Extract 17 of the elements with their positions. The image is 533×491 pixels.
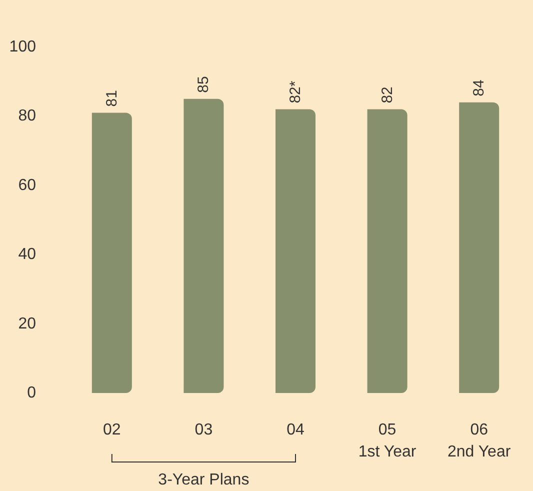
y-tick-label: 80 [18,108,36,125]
data-label: 84 [470,80,488,96]
data-label: 85 [195,76,212,93]
data-label: 81 [103,90,120,107]
y-tick-label: 0 [27,384,36,402]
data-label: 82* [287,80,304,104]
y-tick-label: 20 [18,315,36,332]
x-tick-label: 04 [286,422,304,438]
x-tick-label: 06 2nd Year [448,422,512,460]
text: 3-Year Plans [158,472,250,488]
y-tick-label: 40 [18,246,36,264]
x-tick-label: 03 [194,422,213,438]
y-tick-label: 100 [9,38,36,56]
x-tick-label: 05 1st Year [358,422,417,460]
y-tick-label: 60 [18,176,36,194]
x-tick-label: 02 [103,422,121,438]
data-label: 82 [378,86,396,104]
